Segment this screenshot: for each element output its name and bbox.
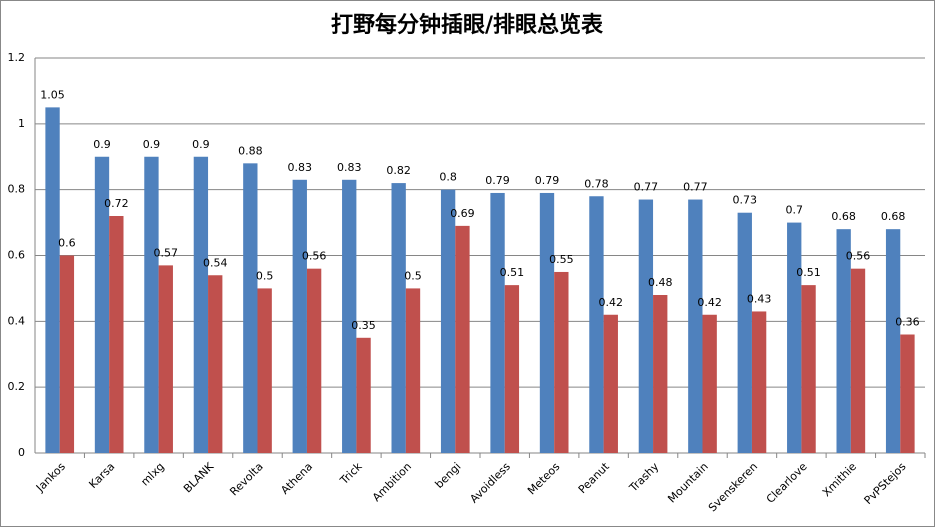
bar <box>787 222 802 453</box>
bar <box>539 192 555 454</box>
y-tick-label: 0.8 <box>8 183 26 196</box>
data-label: 0.56 <box>846 250 871 263</box>
data-label: 0.6 <box>58 237 76 250</box>
data-label: 0.43 <box>747 292 772 305</box>
bar <box>603 314 618 453</box>
bar <box>455 225 470 453</box>
data-label: 0.48 <box>648 276 673 289</box>
y-tick-label: 1.2 <box>8 51 26 64</box>
y-tick-label: 0.6 <box>8 249 26 262</box>
bar <box>504 285 520 453</box>
y-tick-label: 0.2 <box>8 380 26 393</box>
bar <box>45 107 60 453</box>
bar <box>702 314 717 453</box>
data-label: 0.54 <box>203 256 228 269</box>
bar <box>638 199 654 453</box>
data-label: 0.78 <box>584 177 609 190</box>
bar <box>243 163 258 454</box>
data-label: 0.9 <box>93 138 111 151</box>
data-label: 0.55 <box>549 253 574 266</box>
bar <box>900 334 915 453</box>
data-label: 0.8 <box>439 171 457 184</box>
bar <box>405 288 421 453</box>
bar <box>751 311 767 453</box>
bar <box>94 156 110 453</box>
y-tick-label: 1 <box>18 117 25 130</box>
data-label: 0.79 <box>485 174 510 187</box>
data-label: 0.51 <box>796 266 821 279</box>
bar <box>109 216 124 453</box>
bar <box>208 275 223 453</box>
data-label: 0.68 <box>831 210 856 223</box>
data-label: 0.9 <box>192 138 210 151</box>
data-label: 0.7 <box>785 204 803 217</box>
data-label: 0.69 <box>450 207 475 220</box>
bar <box>306 268 322 453</box>
data-label: 0.42 <box>599 296 624 309</box>
data-label: 0.51 <box>500 266 525 279</box>
bar <box>440 189 456 453</box>
data-label: 0.36 <box>895 316 920 329</box>
data-label: 0.77 <box>634 181 659 194</box>
bar <box>257 288 272 453</box>
bar <box>292 179 307 453</box>
bar <box>554 271 569 453</box>
data-label: 0.68 <box>881 210 906 223</box>
data-label: 0.5 <box>404 269 422 282</box>
bar <box>801 285 816 453</box>
data-label: 0.79 <box>535 174 560 187</box>
bar <box>158 265 173 453</box>
data-label: 0.83 <box>288 161 313 174</box>
data-label: 0.82 <box>386 164 411 177</box>
data-label: 0.73 <box>733 194 758 207</box>
data-label: 0.88 <box>238 144 263 157</box>
bar <box>688 199 703 453</box>
data-label: 0.35 <box>351 319 376 332</box>
bar <box>653 295 668 453</box>
data-label: 0.42 <box>697 296 722 309</box>
data-label: 0.83 <box>337 161 362 174</box>
data-label: 0.57 <box>154 246 179 259</box>
bar <box>589 196 604 453</box>
data-label: 0.72 <box>104 197 129 210</box>
bar <box>885 229 901 453</box>
bar <box>342 179 357 453</box>
chart-title: 打野每分钟插眼/排眼总览表 <box>331 12 604 38</box>
bar <box>59 255 75 453</box>
data-label: 0.77 <box>683 181 708 194</box>
bar <box>144 156 159 453</box>
y-tick-label: 0.4 <box>8 314 26 327</box>
bar <box>850 268 866 453</box>
data-label: 0.5 <box>256 269 274 282</box>
data-label: 0.9 <box>143 138 161 151</box>
bar <box>193 156 209 453</box>
bar <box>737 212 752 453</box>
bar <box>836 229 851 453</box>
bar <box>356 337 371 453</box>
data-label: 0.56 <box>302 250 327 263</box>
bar <box>490 192 505 454</box>
y-tick-label: 0 <box>18 446 25 459</box>
data-label: 1.05 <box>40 88 65 101</box>
bar <box>391 183 406 454</box>
